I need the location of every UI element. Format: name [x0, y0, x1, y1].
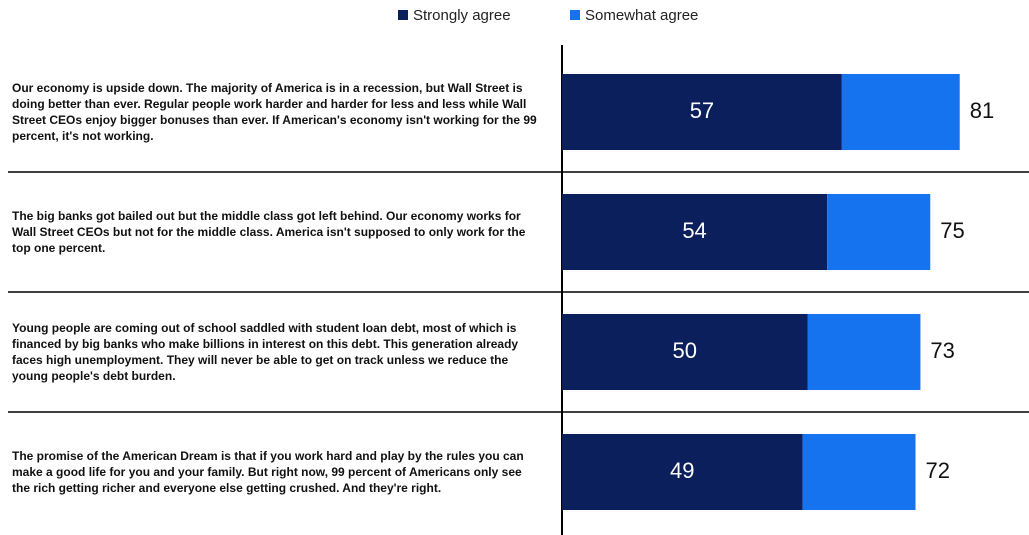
bar-segment — [807, 314, 921, 390]
legend-swatch — [570, 10, 580, 20]
value-label: 50 — [673, 338, 697, 363]
total-label: 72 — [926, 458, 950, 483]
bar-segment — [562, 434, 803, 510]
value-label: 54 — [682, 218, 706, 243]
bar-segment — [841, 74, 960, 150]
category-label: Young people are coming out of school sa… — [12, 321, 519, 383]
legend-label: Strongly agree — [413, 7, 511, 24]
legend-label: Somewhat agree — [585, 7, 698, 24]
category-label: The big banks got bailed out but the mid… — [12, 209, 526, 255]
legend-swatch — [398, 10, 408, 20]
value-label: 49 — [670, 458, 694, 483]
bar-segment — [802, 434, 916, 510]
bar-segment — [827, 194, 931, 270]
bar-segment — [562, 194, 828, 270]
bar-segment — [562, 74, 842, 150]
total-label: 75 — [940, 218, 964, 243]
total-label: 81 — [970, 98, 994, 123]
category-label: Our economy is upside down. The majority… — [12, 81, 537, 143]
bar-segment — [562, 314, 808, 390]
category-label: The promise of the American Dream is tha… — [12, 449, 524, 495]
total-label: 73 — [930, 338, 954, 363]
value-label: 57 — [690, 98, 714, 123]
